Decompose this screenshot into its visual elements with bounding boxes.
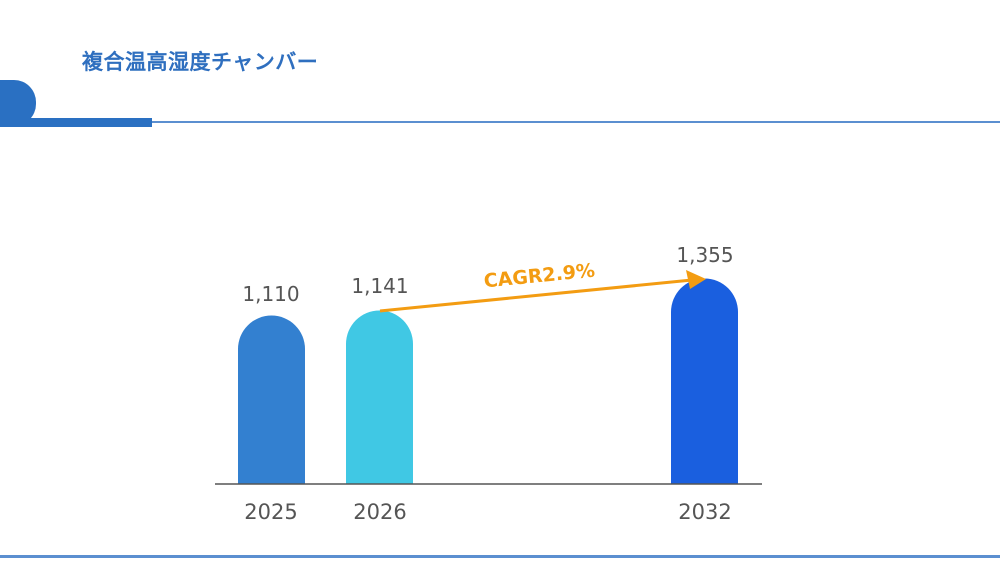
- value-label-2032: 1,355: [676, 243, 733, 267]
- cagr-arrow-icon: [379, 270, 706, 313]
- bar-2025: [238, 315, 305, 484]
- footer-divider: [0, 555, 1000, 558]
- value-label-2026: 1,141: [351, 274, 408, 298]
- x-tick-2025: 2025: [244, 500, 297, 524]
- x-tick-2026: 2026: [353, 500, 406, 524]
- cagr-label: CAGR2.9%: [483, 260, 596, 293]
- header-accent-bar: [0, 118, 152, 127]
- bar-2026: [346, 310, 413, 484]
- header-divider: [152, 121, 1000, 123]
- x-tick-2032: 2032: [678, 500, 731, 524]
- page-title: 複合温高湿度チャンバー: [82, 50, 319, 74]
- value-label-2025: 1,110: [242, 282, 299, 306]
- bar-2032: [671, 278, 738, 484]
